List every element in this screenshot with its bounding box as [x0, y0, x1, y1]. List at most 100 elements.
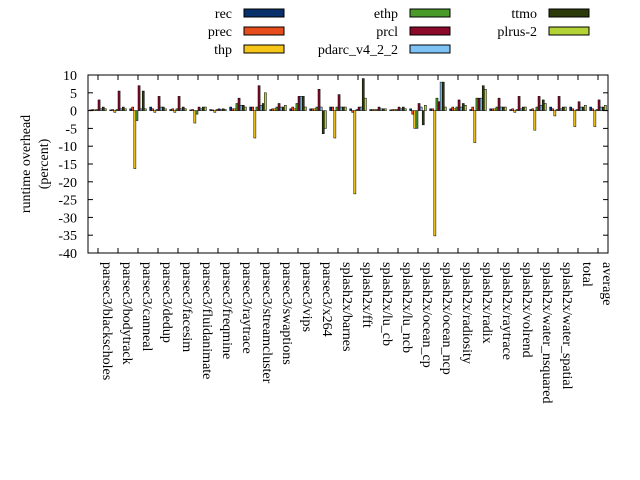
bar — [595, 109, 599, 111]
bar — [535, 106, 539, 111]
bar — [349, 108, 352, 111]
bar — [597, 99, 601, 111]
bar — [581, 106, 585, 111]
bar — [269, 109, 272, 111]
bar — [324, 110, 327, 129]
y-tick-label: -10 — [58, 140, 77, 155]
bar — [459, 106, 463, 111]
legend-swatch — [243, 44, 285, 54]
bar — [339, 106, 343, 111]
x-tick-label: splash2x/ocean_cp — [419, 262, 434, 368]
x-axis: parsec3/blackscholes parsec3/bodytrack par… — [97, 75, 614, 404]
bar — [221, 108, 225, 111]
bar — [293, 108, 297, 111]
bar — [479, 97, 483, 111]
y-tick-label: -35 — [58, 229, 77, 244]
bar — [301, 96, 305, 111]
bar — [251, 106, 255, 111]
bar — [321, 110, 325, 134]
x-tick-label: splash2x/raytrace — [499, 262, 514, 360]
bar — [544, 103, 547, 111]
bar — [519, 108, 523, 111]
y-tick-label: -15 — [58, 158, 77, 173]
bar — [151, 108, 155, 111]
y-axis-label-line: (percent) — [37, 138, 52, 189]
bar — [199, 108, 203, 111]
legend-label: ethp — [374, 7, 398, 22]
bar — [497, 97, 501, 111]
bar — [513, 110, 517, 113]
bar — [297, 96, 301, 111]
bar — [337, 94, 341, 111]
bar — [424, 105, 427, 111]
bar — [373, 109, 377, 111]
bar — [153, 110, 157, 113]
bar — [101, 106, 105, 111]
bar — [255, 106, 259, 111]
bar — [599, 106, 603, 111]
x-tick-label: parsec3/vips — [299, 262, 314, 332]
bar — [215, 109, 219, 111]
bar — [451, 106, 455, 111]
y-tick-label: -25 — [58, 194, 77, 209]
bar — [415, 110, 419, 129]
bar — [561, 106, 565, 111]
bar — [555, 109, 559, 111]
bar — [304, 106, 307, 111]
bar — [381, 108, 385, 111]
legend-label: plrus-2 — [497, 25, 537, 40]
bar — [601, 106, 605, 111]
bar — [133, 110, 137, 169]
bar — [217, 108, 221, 111]
bar — [531, 108, 535, 111]
bar — [137, 85, 141, 111]
bar — [264, 92, 267, 111]
bar — [149, 106, 152, 111]
bar — [351, 110, 355, 113]
bar — [533, 110, 537, 131]
bar — [259, 105, 263, 111]
bar — [261, 103, 265, 111]
bar — [509, 109, 512, 111]
bar — [375, 109, 379, 111]
x-tick-label: splash2x/water_spatial — [559, 262, 574, 390]
bar — [464, 105, 467, 111]
bar — [121, 106, 125, 111]
legend-swatch — [409, 26, 451, 36]
legend-swatch — [243, 26, 285, 36]
bar — [159, 106, 163, 111]
bar — [471, 106, 475, 111]
bar — [124, 108, 127, 111]
bar — [93, 109, 97, 111]
bar — [219, 109, 223, 111]
x-tick-label: splash2x/barnes — [339, 262, 354, 351]
x-tick-label: splash2x/lu_cb — [379, 262, 394, 346]
bar — [359, 106, 363, 111]
bar — [155, 109, 159, 111]
bar — [504, 106, 507, 111]
bar — [104, 108, 107, 111]
bar — [371, 109, 375, 111]
bar — [499, 106, 503, 111]
bar — [279, 106, 283, 111]
y-tick-label: -30 — [58, 211, 77, 226]
bar — [341, 106, 345, 111]
bar — [413, 110, 417, 129]
legend-swatch — [409, 8, 451, 18]
bar — [331, 106, 335, 111]
bar — [95, 109, 99, 111]
bar — [239, 105, 243, 111]
bar — [591, 108, 595, 111]
bar — [111, 109, 115, 111]
bar — [551, 108, 555, 111]
bar — [399, 108, 403, 111]
bar — [119, 108, 123, 111]
bar — [224, 109, 227, 111]
bar — [273, 108, 277, 111]
bar — [173, 110, 177, 113]
bar — [253, 110, 257, 139]
bar — [161, 106, 165, 111]
bar — [575, 109, 579, 111]
bar — [299, 96, 303, 111]
bar — [495, 106, 499, 111]
